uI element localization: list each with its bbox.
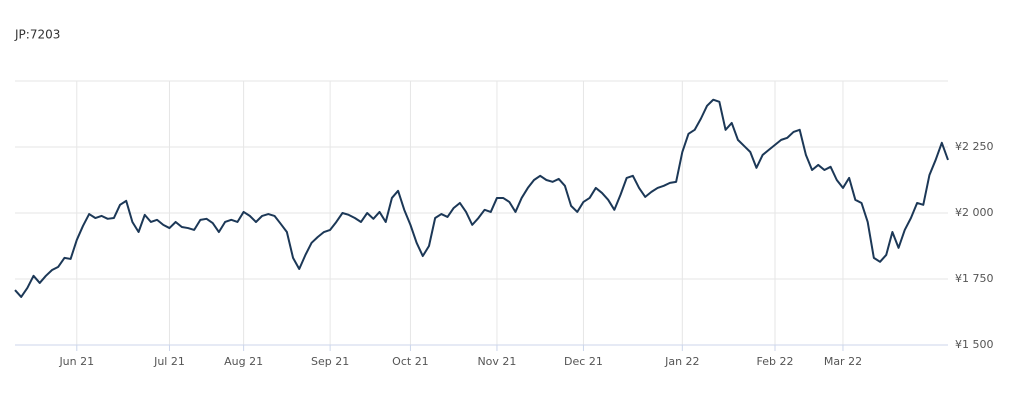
x-tick-label: Nov 21	[477, 355, 516, 368]
x-tick-label: Oct 21	[392, 355, 429, 368]
x-tick-label: Dec 21	[564, 355, 603, 368]
x-tick-label: Jan 22	[664, 355, 699, 368]
y-tick-label: ¥2 250	[955, 140, 994, 153]
x-tick-label: Sep 21	[311, 355, 349, 368]
x-tick-label: Jul 21	[153, 355, 185, 368]
y-tick-label: ¥2 000	[955, 206, 994, 219]
x-tick-label: Mar 22	[824, 355, 862, 368]
price-line	[14, 98, 949, 298]
x-tick-label: Jun 21	[58, 355, 94, 368]
chart-title: JP:7203	[14, 28, 60, 42]
x-tick-label: Aug 21	[224, 355, 263, 368]
y-tick-label: ¥1 500	[955, 338, 994, 351]
x-tick-label: Feb 22	[757, 355, 794, 368]
y-tick-label: ¥1 750	[955, 272, 994, 285]
